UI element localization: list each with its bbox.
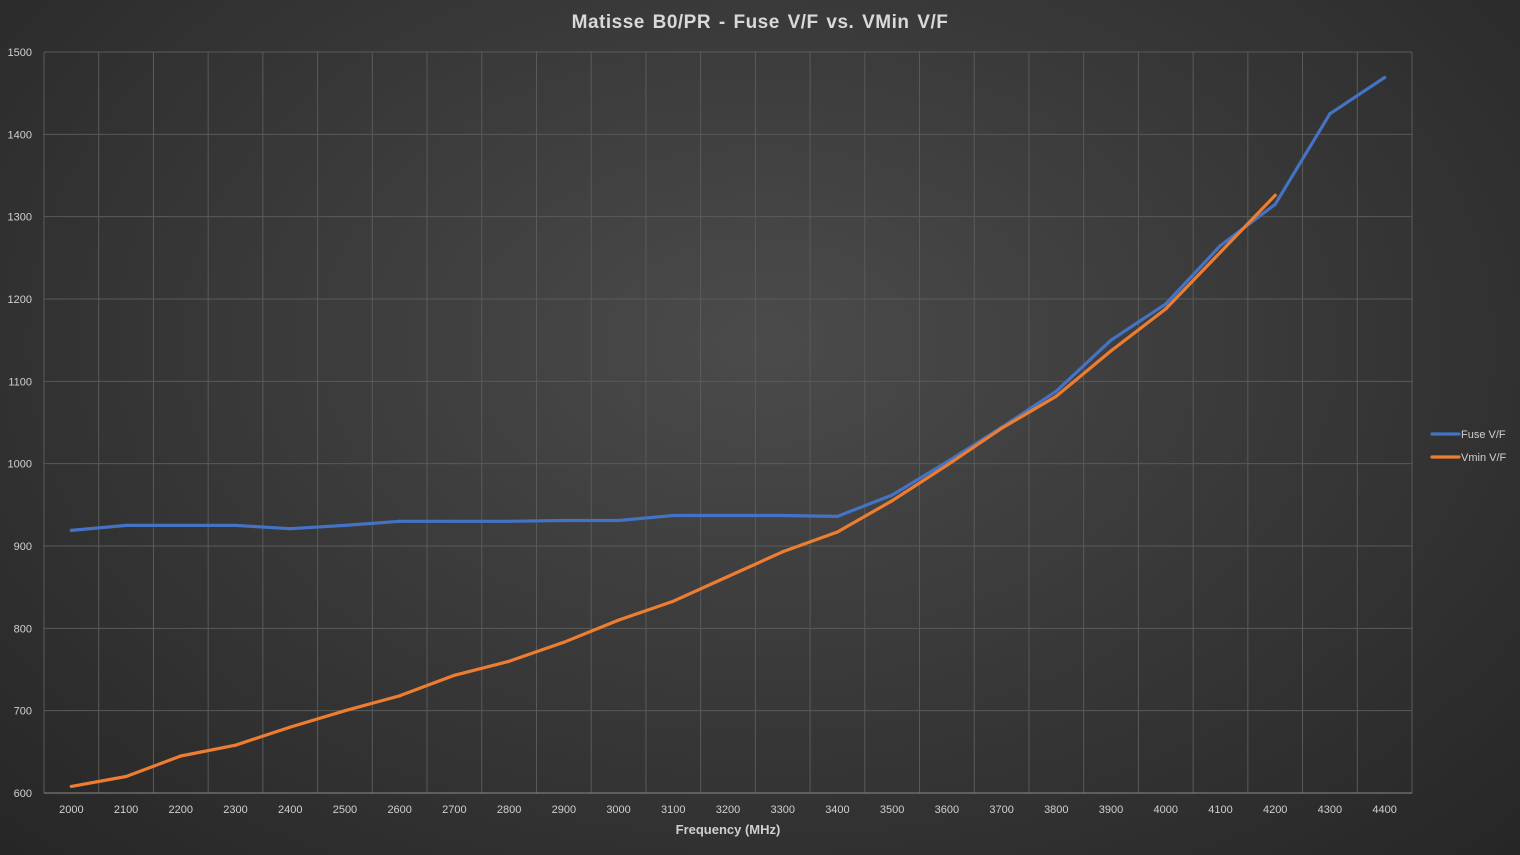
data-point-fuse-v-f <box>1218 243 1223 248</box>
data-point-vmin-v-f <box>179 754 183 758</box>
chart-title: Matisse B0/PR - Fuse V/F vs. VMin V/F <box>571 12 949 33</box>
data-point-fuse-v-f <box>69 528 73 532</box>
y-tick-label: 1200 <box>8 294 32 306</box>
data-point-fuse-v-f <box>452 519 456 523</box>
y-tick-label: 800 <box>14 623 32 635</box>
data-point-vmin-v-f <box>288 725 292 729</box>
series-line-vmin-v-f <box>69 193 1277 789</box>
data-point-vmin-v-f <box>1218 250 1223 254</box>
data-point-fuse-v-f <box>343 523 347 528</box>
x-tick-label: 2900 <box>552 804 576 816</box>
data-point-vmin-v-f <box>781 550 785 554</box>
x-tick-label: 3400 <box>825 804 849 816</box>
data-point-fuse-v-f <box>1273 202 1277 206</box>
x-tick-label: 3100 <box>661 804 685 816</box>
x-tick-label: 3200 <box>716 804 740 816</box>
data-point-fuse-v-f <box>507 519 511 523</box>
data-point-fuse-v-f <box>616 518 621 523</box>
data-point-fuse-v-f <box>233 523 238 528</box>
x-tick-label: 2800 <box>497 804 521 816</box>
x-tick-label: 2400 <box>278 804 302 816</box>
x-tick-label: 3800 <box>1044 804 1068 816</box>
data-point-fuse-v-f <box>781 513 785 518</box>
data-point-vmin-v-f <box>124 774 128 779</box>
series-line-fuse-v-f <box>69 75 1387 533</box>
data-point-fuse-v-f <box>835 514 840 518</box>
data-point-fuse-v-f <box>179 523 183 528</box>
data-point-fuse-v-f <box>562 518 566 523</box>
data-point-fuse-v-f <box>1109 338 1113 342</box>
y-tick-label: 1100 <box>8 376 32 388</box>
x-tick-label: 4000 <box>1154 804 1178 816</box>
data-point-vmin-v-f <box>671 599 675 603</box>
data-point-vmin-v-f <box>1109 349 1113 353</box>
data-point-fuse-v-f <box>1383 75 1387 80</box>
data-point-fuse-v-f <box>726 513 730 518</box>
x-tick-label: 2700 <box>442 804 466 816</box>
x-tick-label: 3300 <box>770 804 794 816</box>
data-point-fuse-v-f <box>890 493 894 497</box>
y-tick-label: 1500 <box>8 47 32 59</box>
data-point-fuse-v-f <box>671 513 675 518</box>
data-point-fuse-v-f <box>124 523 128 528</box>
x-tick-label: 3700 <box>989 804 1013 816</box>
x-tick-label: 2600 <box>387 804 411 816</box>
x-axis-title: Frequency (MHz) <box>676 822 781 837</box>
x-tick-label: 2100 <box>114 804 138 816</box>
x-tick-label: 2300 <box>223 804 247 816</box>
data-point-fuse-v-f <box>945 460 949 464</box>
y-tick-label: 1400 <box>8 129 32 141</box>
x-tick-label: 4300 <box>1318 804 1342 816</box>
axes: 600 700 800 900 1000 1100 1200 1300 1400 1500 2000… <box>8 47 1412 816</box>
data-point-vmin-v-f <box>507 659 511 663</box>
data-point-vmin-v-f <box>726 574 730 579</box>
data-point-vmin-v-f <box>1164 307 1168 311</box>
x-tick-label: 4100 <box>1208 804 1232 816</box>
data-point-vmin-v-f <box>1000 426 1004 430</box>
x-tick-label: 2500 <box>333 804 357 816</box>
data-point-vmin-v-f <box>452 673 456 677</box>
data-point-vmin-v-f <box>616 618 621 622</box>
grid-lines <box>43 51 1413 794</box>
data-point-vmin-v-f <box>69 784 73 789</box>
data-point-vmin-v-f <box>945 463 949 467</box>
data-point-vmin-v-f <box>1054 394 1058 398</box>
y-tick-label: 600 <box>14 788 32 800</box>
y-tick-label: 1000 <box>8 459 32 471</box>
data-point-fuse-v-f <box>1054 389 1058 393</box>
y-tick-label: 1300 <box>8 212 32 224</box>
legend: Fuse V/F Vmin V/F <box>1430 429 1507 464</box>
data-point-vmin-v-f <box>562 640 566 644</box>
data-point-vmin-v-f <box>835 530 840 534</box>
data-point-vmin-v-f <box>233 743 238 747</box>
x-tick-label: 3000 <box>606 804 630 816</box>
data-point-vmin-v-f <box>398 694 402 698</box>
data-point-fuse-v-f <box>288 527 292 531</box>
x-tick-label: 3900 <box>1099 804 1123 816</box>
y-tick-label: 700 <box>14 706 32 718</box>
legend-label-fuse-v-f: Fuse V/F <box>1461 429 1506 441</box>
data-point-fuse-v-f <box>1328 112 1332 116</box>
x-tick-label: 2200 <box>169 804 193 816</box>
x-tick-label: 4200 <box>1263 804 1287 816</box>
x-tick-label: 4400 <box>1372 804 1396 816</box>
data-point-fuse-v-f <box>1164 302 1168 306</box>
data-point-fuse-v-f <box>398 519 402 523</box>
data-point-vmin-v-f <box>343 709 347 713</box>
series-lines <box>69 75 1387 789</box>
x-tick-label: 2000 <box>59 804 83 816</box>
x-tick-label: 3600 <box>935 804 959 816</box>
data-point-vmin-v-f <box>890 499 894 503</box>
legend-label-vmin-v-f: Vmin V/F <box>1461 452 1507 464</box>
data-point-vmin-v-f <box>1273 193 1277 197</box>
x-tick-label: 3500 <box>880 804 904 816</box>
y-tick-label: 900 <box>14 541 32 553</box>
